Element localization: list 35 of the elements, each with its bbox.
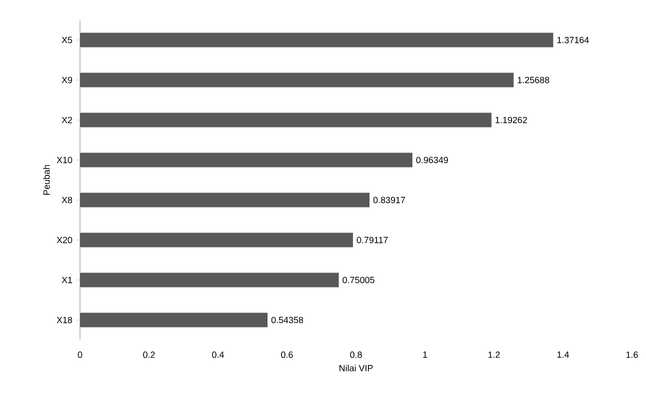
bar bbox=[80, 192, 370, 208]
data-label: 0.79117 bbox=[356, 236, 388, 244]
x-tick-label: 1.2 bbox=[488, 352, 500, 358]
bar bbox=[80, 152, 412, 168]
data-label: 0.54358 bbox=[271, 316, 304, 324]
y-tick-label: X10 bbox=[56, 156, 72, 164]
x-tick-label: 0 bbox=[78, 352, 82, 358]
y-tick-label: X5 bbox=[62, 36, 72, 44]
data-label: 1.37164 bbox=[557, 36, 589, 44]
bar bbox=[80, 312, 268, 328]
x-tick-label: 1 bbox=[423, 352, 428, 358]
y-axis-title: Peubah bbox=[43, 165, 50, 195]
y-tick-label: X9 bbox=[62, 76, 72, 84]
x-tick-label: 0.2 bbox=[143, 352, 155, 358]
x-tick-label: 0.4 bbox=[212, 352, 224, 358]
bar bbox=[80, 72, 514, 88]
y-tick-label: X1 bbox=[62, 276, 72, 284]
y-tick-label: X18 bbox=[56, 316, 72, 324]
bar bbox=[80, 272, 339, 288]
y-tick-label: X20 bbox=[56, 236, 72, 244]
x-tick-label: 1.4 bbox=[557, 352, 569, 358]
y-tick-label: X2 bbox=[62, 116, 72, 124]
x-tick-label: 0.8 bbox=[350, 352, 362, 358]
data-label: 1.19262 bbox=[496, 116, 527, 124]
y-tick-label: X8 bbox=[62, 196, 72, 204]
data-label: 0.83917 bbox=[373, 196, 405, 204]
x-tick-label: 1.6 bbox=[626, 352, 638, 358]
x-tick-label: 0.6 bbox=[281, 352, 293, 358]
x-axis-title: Nilai VIP bbox=[340, 364, 373, 372]
data-label: 0.75005 bbox=[342, 276, 374, 284]
bar bbox=[80, 232, 353, 248]
bar bbox=[80, 112, 492, 128]
bar bbox=[80, 32, 554, 48]
data-label: 1.25688 bbox=[518, 76, 550, 84]
data-label: 0.96349 bbox=[416, 156, 448, 164]
